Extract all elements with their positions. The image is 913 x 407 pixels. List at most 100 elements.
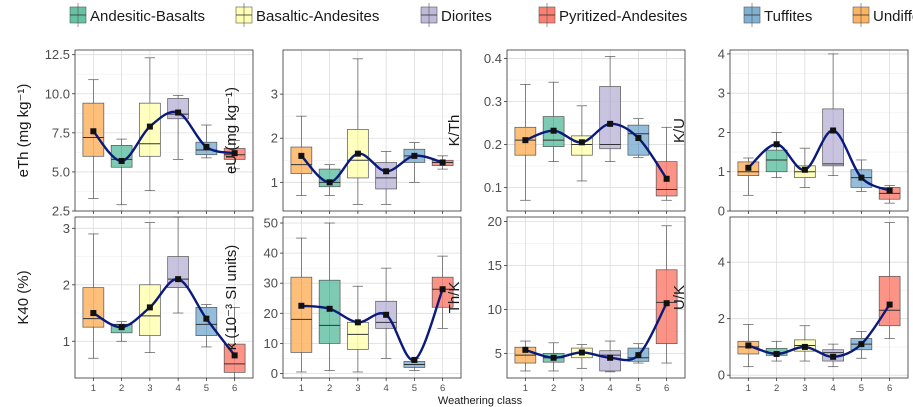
y-axis: 0.1 0.2 0.3 0.4 <box>484 51 507 195</box>
panel-background <box>283 50 461 211</box>
legend-label: Diorites <box>441 8 492 25</box>
panel-background <box>75 50 253 211</box>
mean-point <box>411 152 418 159</box>
mean-point <box>830 127 837 134</box>
panel-5: 1 2 3 1 2 3 4 5 6 K40 (%) <box>15 216 254 394</box>
x-axis: 1 2 3 4 5 6 <box>91 378 237 394</box>
mean-point <box>383 311 390 318</box>
y-axis-label: K40 (%) <box>15 270 32 324</box>
y-tick-label: 15 <box>488 258 502 273</box>
mean-point <box>146 123 153 130</box>
x-tick-label: 4 <box>175 383 180 394</box>
mean-point <box>383 168 390 175</box>
y-axis-label: K/U <box>671 118 688 143</box>
y-axis: 0 10 20 30 40 50 <box>264 216 283 381</box>
panel-1: 2.55.07.510.012.5123456eTh (mg kg⁻¹) <box>15 47 254 227</box>
y-tick-label: 20 <box>488 214 502 229</box>
mean-point <box>90 128 97 135</box>
y-tick-label: 0.2 <box>484 137 502 152</box>
panel-frame <box>506 216 686 379</box>
x-axis: 1 2 3 4 5 6 <box>746 378 892 394</box>
x-tick-label: 1 <box>299 383 304 394</box>
x-tick-label: 2 <box>119 383 124 394</box>
y-tick-label: 30 <box>264 276 278 291</box>
box-class-1 <box>290 237 313 373</box>
y-axis-label: U/K <box>671 285 688 310</box>
y-tick-label: 0.1 <box>484 180 502 195</box>
legend-item: Andesitic-Basalts <box>69 3 205 27</box>
box-iqr <box>139 102 161 157</box>
y-tick-label: 10 <box>264 336 278 351</box>
panel-frame <box>729 49 909 212</box>
box-iqr <box>82 287 105 328</box>
y-tick-label: 10 <box>488 302 502 317</box>
mean-point <box>326 179 333 186</box>
x-axis: 1 2 3 4 5 6 <box>299 378 445 394</box>
mean-point <box>773 141 780 148</box>
panel-frame <box>74 216 254 379</box>
y-tick-label: 0 <box>718 204 725 219</box>
y-tick-label: 1 <box>271 175 278 190</box>
legend-item: Basaltic-Andesites <box>235 3 379 27</box>
mean-point <box>550 127 557 134</box>
y-axis-label: κ (10⁻³ SI units) <box>223 245 240 350</box>
x-tick-label: 3 <box>579 383 584 394</box>
panel-background <box>75 217 253 378</box>
mean-point <box>231 352 238 359</box>
x-tick-label: 3 <box>355 383 360 394</box>
mean-point <box>607 120 614 127</box>
x-tick-label: 4 <box>383 383 388 394</box>
mean-point <box>231 150 238 157</box>
x-tick-label: 5 <box>636 383 641 394</box>
box-iqr <box>318 279 341 344</box>
mean-point <box>550 354 557 361</box>
y-tick-label: 3 <box>63 221 70 236</box>
mean-point <box>326 305 333 312</box>
panel-frame <box>282 49 462 212</box>
box-class-4 <box>822 53 844 177</box>
box-iqr <box>347 321 369 350</box>
mean-point <box>886 187 893 194</box>
box-class-6 <box>655 225 678 364</box>
y-tick-label: 20 <box>264 306 278 321</box>
panel-2: 123123456eU (mg kg⁻¹) <box>223 49 462 227</box>
x-tick-label: 1 <box>746 383 751 394</box>
mean-point <box>118 157 125 164</box>
mean-point <box>830 353 837 360</box>
mean-point <box>663 300 670 307</box>
panel-background <box>730 50 908 211</box>
mean-point <box>607 354 614 361</box>
y-tick-label: 4 <box>718 255 725 270</box>
x-tick-label: 4 <box>830 383 835 394</box>
box-iqr <box>290 146 313 174</box>
legend-label: Basaltic-Andesites <box>256 8 379 25</box>
x-tick-label: 4 <box>607 383 612 394</box>
x-tick-label: 5 <box>859 383 864 394</box>
legend: Andesitic-Basalts Basaltic-Andesites Diori… <box>69 3 913 27</box>
y-tick-label: 7.5 <box>52 125 70 140</box>
panel-frame <box>282 216 462 379</box>
legend-item: Tuffites <box>743 3 812 27</box>
y-axis-label: eTh (mg kg⁻¹) <box>15 84 32 178</box>
y-axis: 0 1 2 3 4 <box>718 46 730 219</box>
legend-item: Diorites <box>420 3 492 27</box>
y-tick-label: 12.5 <box>45 47 70 62</box>
x-tick-label: 2 <box>551 383 556 394</box>
box-class-2 <box>318 164 341 196</box>
mean-point <box>858 174 865 181</box>
y-tick-label: 0 <box>718 368 725 383</box>
box-class-2 <box>765 132 788 178</box>
y-axis: 5 10 15 20 <box>488 214 507 361</box>
mean-point <box>175 109 182 116</box>
x-axis: 1 2 3 4 5 6 <box>523 378 669 394</box>
y-tick-label: 2 <box>271 131 278 146</box>
legend-item: Undifferentiated Sediments <box>852 3 913 27</box>
legend-label: Andesitic-Basalts <box>90 8 205 25</box>
mean-point <box>745 342 752 349</box>
mean-point <box>801 166 808 173</box>
x-tick-label: 3 <box>147 383 152 394</box>
box-iqr <box>599 350 621 372</box>
mean-point <box>146 304 153 311</box>
y-tick-label: 3 <box>718 86 725 101</box>
box-class-2 <box>318 222 341 371</box>
